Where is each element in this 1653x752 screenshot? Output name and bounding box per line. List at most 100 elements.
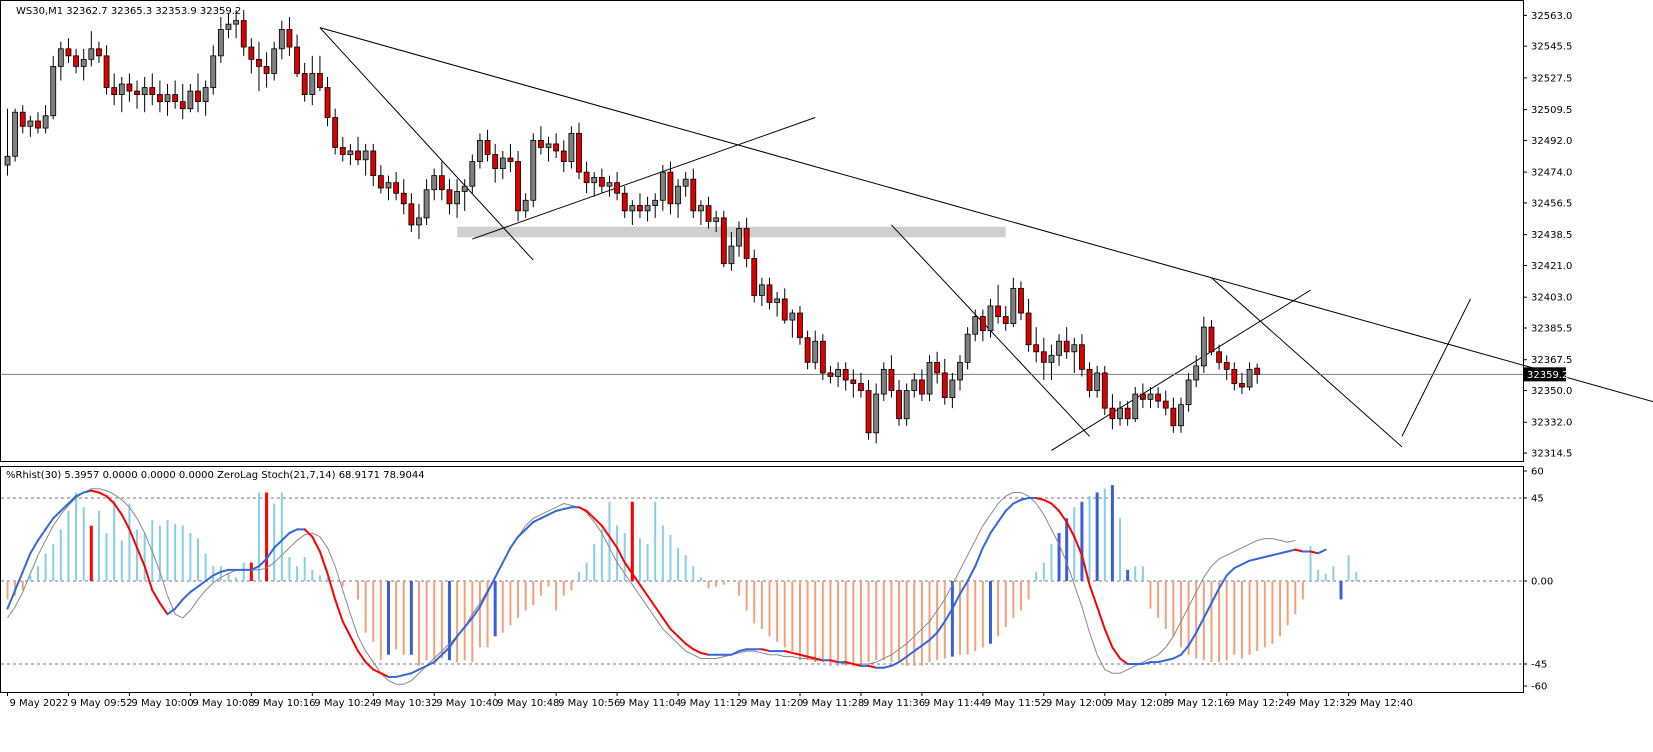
stoch-main-segment: [1088, 583, 1099, 608]
candle-body: [172, 94, 179, 103]
candle-body: [4, 155, 11, 166]
time-tick-label: 9 May 2022: [10, 698, 69, 709]
stoch-main-segment: [585, 509, 596, 520]
main-chart-title: WS30,M1 32362.7 32365.3 32353.9 32359.2: [16, 6, 241, 17]
candle-body: [233, 20, 240, 25]
stoch-main-segment: [1119, 657, 1129, 665]
stoch-main-segment: [14, 570, 24, 592]
candle: [27, 115, 34, 137]
candle-body: [576, 132, 582, 173]
price-tick-label: 32332.0: [1531, 418, 1572, 429]
candle-body: [134, 90, 140, 95]
price-tick-label: 32385.5: [1531, 324, 1572, 335]
price-tick-label: 32563.0: [1531, 11, 1572, 22]
stoch-main-segment: [75, 491, 85, 498]
candle-body: [736, 228, 742, 247]
time-tick-label: 9 May 11:44: [924, 698, 986, 709]
stoch-main-segment: [402, 672, 413, 677]
candle-body: [1109, 407, 1116, 420]
candlesticks: [4, 10, 1261, 444]
candle: [256, 41, 262, 92]
stoch-main-segment: [806, 655, 817, 660]
candle-body: [1193, 365, 1200, 381]
candle: [903, 383, 910, 426]
indicator-tick-label: 45: [1531, 494, 1544, 505]
candle: [88, 31, 95, 67]
trendline[interactable]: [1401, 298, 1471, 437]
stoch-main-segment: [82, 489, 93, 494]
stoch-main-segment: [1279, 550, 1289, 555]
candle: [1216, 344, 1222, 370]
candle: [766, 277, 773, 310]
candle: [835, 362, 841, 388]
stoch-main-segment: [59, 502, 70, 512]
candle: [728, 232, 735, 271]
candle-body: [995, 305, 1001, 317]
candle-body: [812, 340, 819, 363]
candle: [217, 17, 224, 63]
candle-body: [240, 20, 247, 48]
stoch-main-segment: [608, 535, 619, 549]
price-tick-label: 32438.5: [1531, 230, 1572, 241]
trendline[interactable]: [1051, 289, 1311, 451]
candle: [385, 175, 392, 201]
stoch-main-segment: [372, 668, 382, 675]
stoch-main-segment: [1210, 587, 1221, 605]
candle-body: [560, 150, 567, 162]
candle-body: [1139, 393, 1146, 400]
candle: [42, 105, 49, 134]
stoch-main-segment: [357, 650, 367, 664]
candle: [804, 330, 811, 370]
candle: [347, 143, 354, 166]
stoch-main-segment: [273, 539, 283, 549]
trendline[interactable]: [472, 117, 816, 240]
stoch-main-segment: [539, 513, 550, 520]
trendline[interactable]: [1211, 277, 1403, 448]
time-tick-label: 9 May 10:40: [436, 698, 498, 709]
stoch-main-segment: [189, 585, 199, 594]
stoch-main-segment: [578, 506, 588, 512]
candle-body: [644, 205, 651, 212]
candle: [911, 372, 918, 398]
price-tick-label: 32492.0: [1531, 136, 1572, 147]
stoch-main-segment: [440, 646, 451, 656]
candle: [614, 172, 620, 201]
candle-body: [263, 66, 270, 74]
candle-body: [332, 117, 339, 148]
candle-body: [919, 379, 925, 395]
candle-body: [896, 390, 902, 420]
candle-body: [248, 46, 255, 60]
trendline[interactable]: [319, 27, 1653, 408]
candle-body: [507, 157, 514, 162]
candle: [1239, 372, 1245, 395]
candle-body: [858, 383, 864, 391]
stoch-main-segment: [646, 594, 657, 608]
candle-body: [347, 150, 354, 155]
stoch-main-segment: [456, 626, 466, 638]
candle: [134, 80, 140, 109]
stoch-main-segment: [997, 509, 1007, 523]
stoch-main-segment: [890, 661, 901, 667]
candle-body: [1025, 312, 1032, 346]
stoch-main-segment: [920, 639, 931, 647]
stoch-main-segment: [1096, 605, 1106, 630]
candle-body: [659, 171, 666, 201]
candle: [393, 172, 400, 201]
stoch-main-segment: [654, 605, 664, 619]
candle-body: [888, 368, 895, 391]
stoch-main-segment: [120, 513, 131, 531]
stoch-main-segment: [1218, 574, 1228, 590]
candle-body: [1155, 393, 1162, 402]
candle: [598, 168, 605, 194]
time-tick-label: 9 May 10:48: [497, 698, 559, 709]
candle-body: [408, 203, 415, 226]
candle: [355, 136, 361, 166]
candle: [758, 277, 765, 306]
candle-body: [1063, 340, 1070, 353]
trendline[interactable]: [319, 27, 534, 261]
candle: [545, 136, 552, 162]
stoch-main-segment: [760, 648, 771, 653]
candle-body: [385, 182, 392, 189]
indicator-axis: 60 45 0.00 -45 -60: [1523, 467, 1553, 693]
